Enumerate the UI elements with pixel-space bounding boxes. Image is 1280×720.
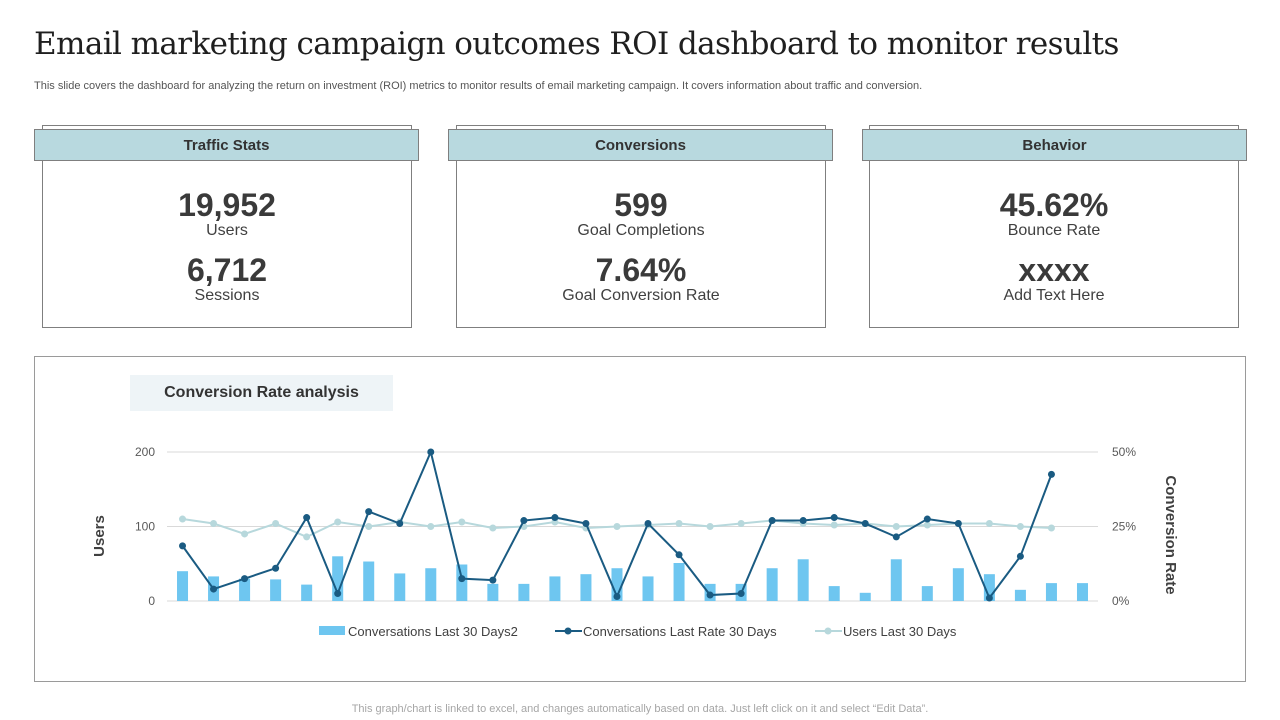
page-subtitle: This slide covers the dashboard for anal…: [34, 80, 923, 92]
behavior-header: Behavior: [862, 129, 1247, 161]
goal-completions-metric: 599 Goal Completions: [456, 188, 826, 240]
footer-note: This graph/chart is linked to excel, and…: [351, 703, 929, 715]
users-metric: 19,952 Users: [42, 188, 412, 240]
traffic-stats-header: Traffic Stats: [34, 129, 419, 161]
goal-completions-label: Goal Completions: [577, 222, 705, 239]
users-value: 19,952: [178, 187, 276, 223]
sessions-value: 6,712: [186, 252, 268, 288]
users-label: Users: [206, 222, 248, 239]
placeholder-label: Add Text Here: [1003, 287, 1105, 304]
conversions-header: Conversions: [448, 129, 833, 161]
bounce-rate-label: Bounce Rate: [1007, 222, 1101, 239]
goal-conversion-rate-metric: 7.64% Goal Conversion Rate: [456, 253, 826, 305]
sessions-label: Sessions: [194, 287, 260, 304]
page-title: Email marketing campaign outcomes ROI da…: [34, 26, 1119, 62]
placeholder-value: xxxx: [1018, 252, 1090, 288]
goal-conversion-rate-value: 7.64%: [595, 252, 687, 288]
placeholder-metric: xxxx Add Text Here: [869, 253, 1239, 305]
goal-completions-value: 599: [614, 187, 668, 223]
sessions-metric: 6,712 Sessions: [42, 253, 412, 305]
goal-conversion-rate-label: Goal Conversion Rate: [562, 287, 720, 304]
bounce-rate-value: 45.62%: [999, 187, 1109, 223]
chart-title: Conversion Rate analysis: [130, 375, 393, 411]
bounce-rate-metric: 45.62% Bounce Rate: [869, 188, 1239, 240]
